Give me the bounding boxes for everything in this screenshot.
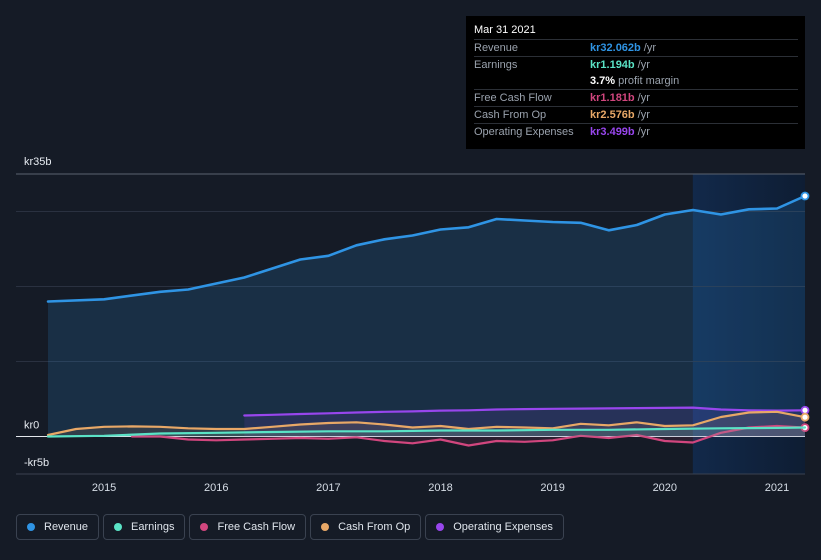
tooltip-row-unit: /yr xyxy=(637,109,650,121)
legend-dot-icon xyxy=(114,523,123,531)
tooltip-row: Operating Expenses kr3.499b/yr xyxy=(474,123,798,140)
y-tick-label: -kr5b xyxy=(24,457,49,469)
tooltip-row-unit: /yr xyxy=(643,42,656,54)
legend-label: Free Cash Flow xyxy=(217,521,296,533)
tooltip-row: 3.7% profit margin xyxy=(474,73,798,89)
operating-expenses-line xyxy=(243,406,807,417)
tooltip-row-label: Earnings xyxy=(474,59,518,71)
tooltip-row-value: kr1.181b xyxy=(590,92,635,104)
revenue-line xyxy=(46,194,807,303)
legend-dot-icon xyxy=(321,523,330,531)
x-tick-label: 2018 xyxy=(428,482,452,494)
legend-item-earnings[interactable]: Earnings xyxy=(103,514,186,540)
x-tick-label: 2020 xyxy=(653,482,677,494)
x-tick-label: 2021 xyxy=(765,482,789,494)
axis-layer: kr35b kr0 -kr5b 2015 2016 2017 2018 2019 2020 202… xyxy=(24,156,789,494)
tooltip-row-label: Revenue xyxy=(474,42,519,54)
y-tick-label: kr0 xyxy=(24,420,39,432)
tooltip-row: Free Cash Flow kr1.181b/yr xyxy=(474,89,798,106)
highlight-rect xyxy=(692,174,805,474)
legend-dot-icon xyxy=(436,523,445,531)
free-cash-flow-line xyxy=(131,424,807,447)
series-layer xyxy=(46,191,810,447)
data-tooltip: Mar 31 2021 Revenue kr32.062b/yr Earnings k… xyxy=(466,16,805,149)
tooltip-row: Earnings kr1.194b/yr xyxy=(474,56,798,73)
tooltip-row-label: Cash From Op xyxy=(474,109,547,121)
tooltip-row-value: kr3.499b xyxy=(590,126,635,138)
x-tick-label: 2016 xyxy=(204,482,228,494)
tooltip-row: Revenue kr32.062b/yr xyxy=(474,39,798,56)
legend-item-cash-from-op[interactable]: Cash From Op xyxy=(310,514,422,540)
x-tick-label: 2015 xyxy=(92,482,116,494)
tooltip-row-value: kr32.062b xyxy=(590,42,641,54)
tooltip-row: Cash From Op kr2.576b/yr xyxy=(474,106,798,123)
legend-label: Earnings xyxy=(131,521,175,533)
tooltip-row-label: Operating Expenses xyxy=(474,126,574,138)
legend-item-operating-expenses[interactable]: Operating Expenses xyxy=(425,514,564,540)
revenue-area xyxy=(48,196,805,437)
legend-item-free-cash-flow[interactable]: Free Cash Flow xyxy=(189,514,307,540)
forecast-highlight-region xyxy=(692,174,805,474)
tooltip-row-value: kr1.194b xyxy=(590,59,635,71)
cash-from-op-line xyxy=(46,410,807,437)
tooltip-row-label: Free Cash Flow xyxy=(474,92,552,104)
legend-item-revenue[interactable]: Revenue xyxy=(16,514,100,540)
legend-label: Operating Expenses xyxy=(453,521,553,533)
revenue-end-marker xyxy=(800,191,810,201)
tooltip-row-value: kr2.576b xyxy=(590,109,635,121)
cash-from-op-end-marker xyxy=(800,412,810,422)
tooltip-row-unit: /yr xyxy=(637,92,650,104)
legend-label: Revenue xyxy=(44,521,89,533)
tooltip-row-value: 3.7% xyxy=(590,75,616,87)
x-tick-label: 2019 xyxy=(540,482,564,494)
tooltip-date: Mar 31 2021 xyxy=(474,24,536,36)
legend-dot-icon xyxy=(200,523,209,531)
operating-expenses-end-marker xyxy=(800,405,810,415)
legend-label: Cash From Op xyxy=(338,521,411,533)
tooltip-row-unit: /yr xyxy=(637,59,650,71)
earnings-line xyxy=(46,426,807,438)
tooltip-row-unit: /yr xyxy=(637,126,650,138)
tooltip-row-unit: profit margin xyxy=(618,75,680,87)
legend-dot-icon xyxy=(27,523,35,531)
free-cash-flow-area xyxy=(132,426,806,446)
chart-legend: Revenue Earnings Free Cash Flow Cash From O… xyxy=(16,514,564,540)
y-tick-label: kr35b xyxy=(24,156,52,168)
tooltip-row-label xyxy=(474,73,590,89)
x-tick-label: 2017 xyxy=(316,482,340,494)
